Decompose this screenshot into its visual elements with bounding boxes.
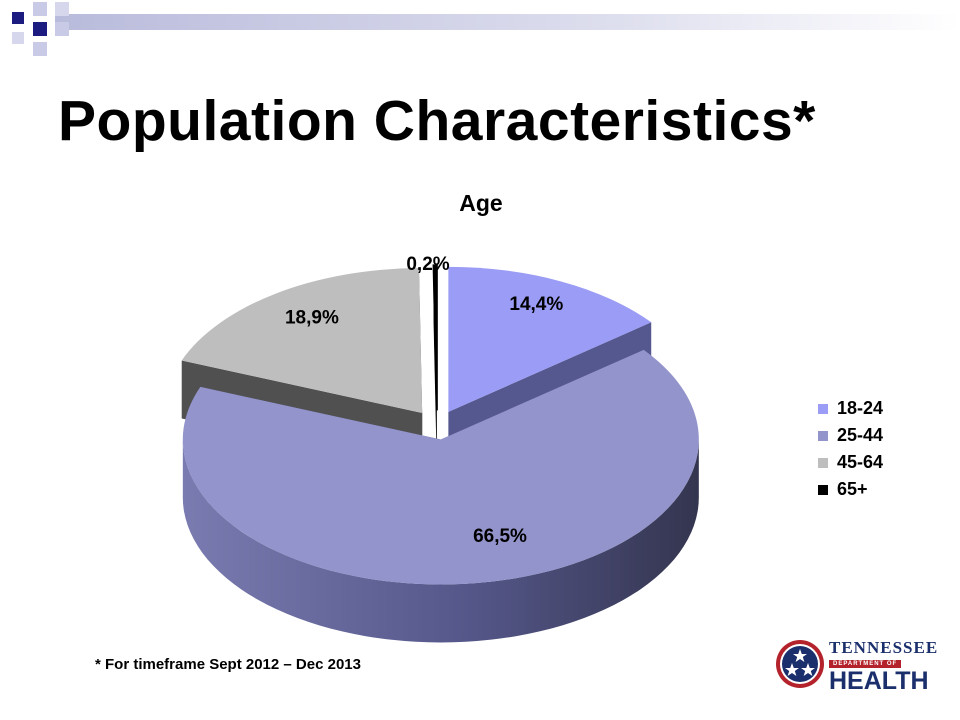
- legend-swatch: [818, 430, 828, 441]
- pie-layer: 14,4% 66,5% 18,9% 0,2%: [181, 254, 699, 643]
- legend-item-25-44: 25-44: [818, 422, 883, 449]
- three-stars-emblem-icon: [776, 640, 824, 688]
- corner-decoration: [12, 2, 960, 56]
- data-label-25-44: 66,5%: [473, 526, 527, 547]
- slide-title: Population Characteristics*: [58, 89, 816, 153]
- legend-swatch: [818, 484, 828, 495]
- legend-swatch: [818, 457, 828, 468]
- chart-title: Age: [459, 190, 502, 216]
- legend-label: 18-24: [837, 398, 884, 418]
- legend-item-45-64: 45-64: [818, 449, 883, 476]
- logo-line-3: HEALTH: [829, 667, 929, 695]
- pie-slice-65+: [432, 264, 438, 469]
- legend-label: 25-44: [837, 425, 884, 445]
- legend-item-65-plus: 65+: [818, 476, 883, 503]
- chart-legend: 18-24 25-44 45-64 65+: [818, 395, 883, 503]
- footnote: * For timeframe Sept 2012 – Dec 2013: [95, 656, 361, 673]
- logo-line-1: TENNESSEE: [829, 638, 939, 657]
- pie-slice-25-44: [182, 349, 699, 643]
- data-label-65+: 0,2%: [406, 254, 449, 275]
- tennessee-health-logo: TENNESSEE DEPARTMENT OF HEALTH: [775, 636, 937, 695]
- legend-label: 65+: [837, 479, 868, 499]
- data-label-45-64: 18,9%: [285, 308, 339, 329]
- legend-swatch: [818, 403, 828, 414]
- logo-line-2: DEPARTMENT OF: [829, 660, 902, 668]
- legend-item-18-24: 18-24: [818, 395, 883, 422]
- data-label-18-24: 14,4%: [509, 294, 563, 315]
- legend-label: 45-64: [837, 452, 884, 472]
